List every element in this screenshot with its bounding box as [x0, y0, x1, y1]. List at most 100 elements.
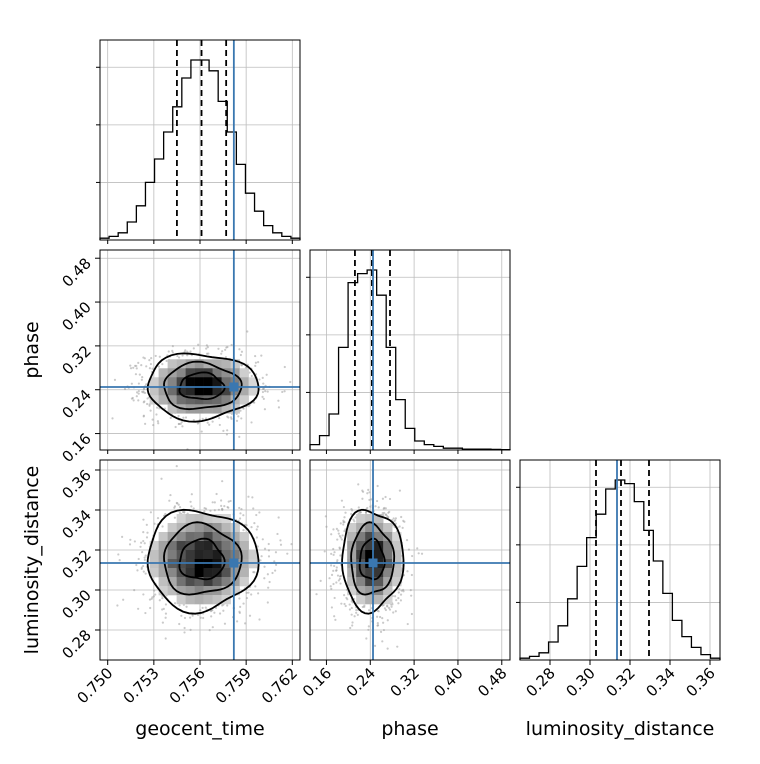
density-cell [365, 577, 375, 587]
panel-content [100, 250, 300, 450]
density-cell [149, 395, 159, 405]
sample-point [204, 606, 207, 609]
sample-point [369, 505, 372, 508]
hist-panel-geocent_time [96, 39, 301, 241]
sample-point [266, 390, 269, 393]
sample-point [143, 558, 146, 561]
sample-point [148, 598, 152, 601]
sample-point [189, 350, 192, 353]
density-cell [212, 577, 222, 587]
sample-point [402, 588, 405, 591]
sample-point [143, 391, 147, 395]
sample-point [384, 495, 387, 499]
x-tick-label: 0.750 [73, 664, 116, 707]
y-axis-label-phase: phase [21, 321, 43, 378]
sample-point [142, 593, 145, 596]
sample-point [315, 593, 318, 596]
sample-point [357, 506, 360, 509]
density-cell [221, 568, 231, 578]
density-cell [194, 377, 204, 387]
sample-point [244, 622, 247, 625]
density-cell [221, 541, 231, 551]
sample-point [247, 591, 250, 594]
density-cell [212, 595, 222, 605]
sample-point [117, 553, 120, 556]
sample-point [260, 354, 263, 357]
sample-point [420, 552, 424, 555]
density-cell [212, 395, 222, 405]
sample-point [236, 620, 239, 623]
sample-point [367, 609, 371, 612]
x-tick-label: 0.30 [562, 664, 598, 700]
sample-point [238, 506, 241, 510]
sample-point [196, 613, 200, 617]
density-cell [365, 514, 375, 524]
x-tick-label: 0.753 [120, 664, 163, 707]
sample-point [175, 465, 178, 468]
sample-point [205, 352, 209, 355]
sample-point [351, 509, 354, 512]
sample-point [177, 503, 180, 506]
density-cell [176, 386, 186, 396]
sample-point [152, 423, 155, 427]
sample-point [186, 350, 189, 353]
density-cell [203, 595, 213, 605]
sample-point [148, 359, 151, 362]
sample-point [215, 492, 218, 496]
sample-point [361, 497, 364, 500]
density-cell [194, 550, 204, 560]
sample-point [266, 573, 269, 576]
sample-point [130, 397, 134, 400]
sample-point [181, 510, 185, 514]
x-tick-label: 0.48 [474, 664, 510, 700]
density-cell [167, 377, 177, 387]
sample-point [374, 505, 377, 508]
density-cell [230, 541, 240, 551]
sample-point [261, 395, 264, 398]
sample-point [263, 577, 266, 580]
sample-point [235, 419, 239, 422]
sample-point [262, 387, 265, 390]
sample-point [332, 547, 335, 551]
sample-point [335, 581, 338, 584]
contour-level-1 [178, 537, 226, 581]
sample-point [330, 587, 333, 590]
sample-point [394, 517, 398, 520]
sample-point [254, 354, 257, 358]
sample-point [261, 376, 264, 379]
sample-point [343, 529, 346, 533]
sample-point [416, 547, 419, 550]
sample-point [240, 350, 244, 353]
density-cell [239, 377, 249, 387]
density-cell [176, 395, 186, 405]
sample-point [149, 606, 152, 610]
sample-point [409, 589, 412, 592]
sample-point [336, 559, 339, 562]
scatter-panel-geocent_time-phase [99, 249, 301, 451]
density-cell [203, 386, 213, 396]
sample-point [182, 416, 185, 419]
sample-point [146, 402, 149, 406]
density-cell [212, 550, 222, 560]
sample-point [400, 515, 403, 519]
sample-point [323, 550, 326, 553]
sample-point [183, 631, 186, 634]
density-cell [221, 386, 231, 396]
y-axis-label-luminosity_distance: luminosity_distance [21, 466, 43, 655]
sample-point [248, 371, 251, 374]
sample-point [338, 577, 342, 581]
sample-point [143, 556, 146, 559]
sample-point [402, 519, 405, 522]
density-cell [347, 523, 357, 533]
sample-point [376, 624, 380, 627]
sample-point [176, 354, 179, 358]
density-cell [365, 532, 375, 542]
density-cell [392, 532, 402, 542]
sample-point [255, 536, 258, 539]
sample-point [229, 499, 232, 503]
sample-point [361, 490, 365, 493]
sample-point [161, 525, 164, 528]
sample-point [151, 367, 154, 370]
sample-point [250, 593, 253, 596]
sample-point [240, 417, 243, 420]
